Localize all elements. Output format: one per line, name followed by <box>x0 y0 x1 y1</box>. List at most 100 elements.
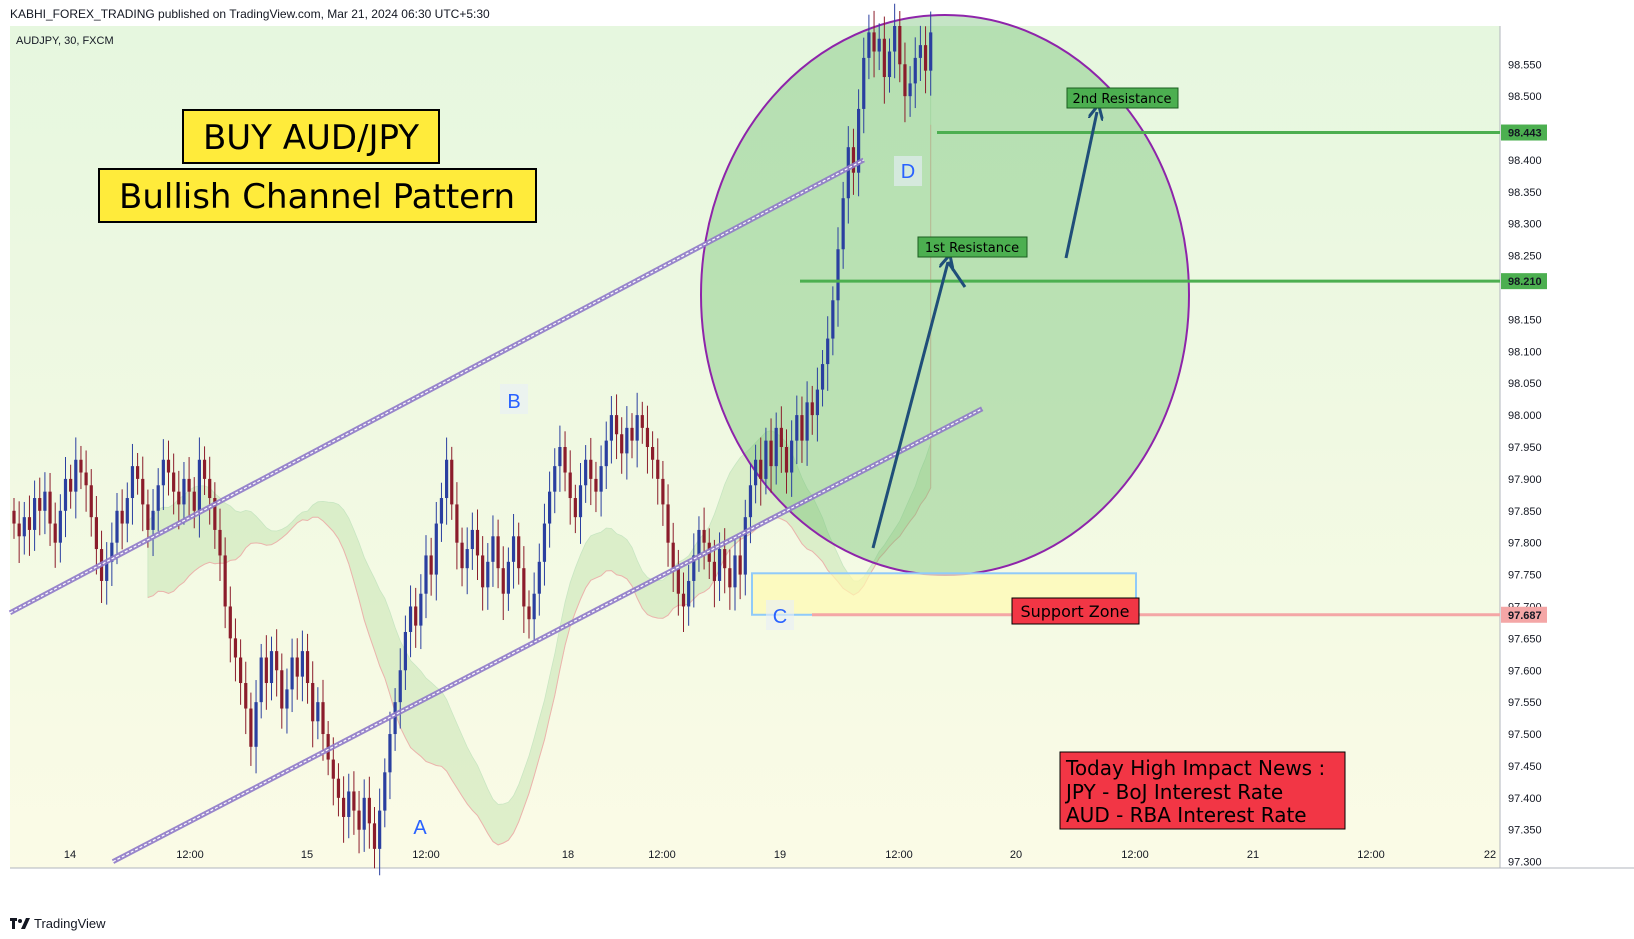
candle-body <box>290 657 294 690</box>
candle-body <box>511 536 516 562</box>
candle-body <box>877 38 881 52</box>
candle-body <box>300 651 304 677</box>
candle <box>156 468 160 532</box>
candle-body <box>702 529 706 543</box>
candle-body <box>779 427 783 447</box>
candle <box>908 66 912 117</box>
price-axis[interactable]: 98.550 98.500 98.400 98.350 98.300 98.250 98.1… <box>1501 59 1547 869</box>
candle-body <box>136 466 140 479</box>
candle <box>388 711 392 800</box>
candle <box>141 456 145 532</box>
candle-body <box>723 549 727 569</box>
candle-body <box>408 606 413 632</box>
candle <box>558 425 562 492</box>
candle <box>584 445 588 503</box>
candle-body <box>666 504 670 543</box>
time-tick-label: 12:00 <box>176 849 204 861</box>
candle-body <box>424 555 428 594</box>
candle <box>398 648 402 729</box>
candle-body <box>455 504 459 543</box>
candle-body <box>244 683 248 709</box>
candle-body <box>805 402 809 441</box>
candle <box>223 537 227 629</box>
candle-body <box>815 389 819 416</box>
candle <box>656 438 660 505</box>
candle <box>882 16 886 104</box>
candle-body <box>491 536 495 562</box>
time-tick-label: 12:00 <box>885 849 913 861</box>
candle <box>383 758 387 828</box>
candle-body <box>573 498 577 518</box>
price-tick-label: 98.550 <box>1508 59 1542 71</box>
candle-body <box>43 491 47 511</box>
candle-body <box>316 702 320 722</box>
candle-body <box>810 402 814 416</box>
candle-body <box>69 478 73 492</box>
candle <box>754 444 758 504</box>
candle <box>862 37 866 134</box>
candle-body <box>22 517 26 537</box>
resistance2-label: 2nd Resistance <box>1073 92 1172 107</box>
point-b-bg <box>500 384 528 414</box>
price-tick-label: 97.350 <box>1508 825 1542 837</box>
candle <box>439 482 444 542</box>
candle <box>17 501 21 563</box>
candle <box>316 687 320 740</box>
candle-body <box>671 542 675 569</box>
candle <box>769 418 773 493</box>
time-axis[interactable]: 14 12:00 15 12:00 18 12:00 19 12:00 20 12:00 21 12:… <box>64 849 1496 861</box>
candle <box>264 635 268 710</box>
candle-body <box>537 561 541 594</box>
candle <box>532 572 536 645</box>
candle-body <box>656 459 660 479</box>
candle <box>120 489 124 550</box>
candle-body <box>831 300 835 339</box>
point-c-label: C <box>773 606 787 628</box>
candle <box>681 572 686 632</box>
candle <box>620 417 624 474</box>
candle <box>249 692 253 766</box>
candle <box>269 636 274 701</box>
candle-body <box>542 523 547 562</box>
candle-body <box>192 491 196 511</box>
candle <box>918 25 922 82</box>
time-tick-label: 12:00 <box>648 849 676 861</box>
time-tick-label: 19 <box>774 849 786 861</box>
candle <box>105 542 109 605</box>
candle-body <box>748 485 753 518</box>
candle-body <box>614 415 619 435</box>
price-tick-label: 98.250 <box>1508 251 1542 263</box>
candle-body <box>558 447 562 467</box>
candle-body <box>697 529 701 556</box>
news-jpy: JPY - BoJ Interest Rate <box>1064 780 1283 804</box>
candle-body <box>759 459 763 479</box>
candle <box>239 639 243 705</box>
candle-body <box>764 440 768 479</box>
candle <box>94 495 98 575</box>
candle-body <box>321 702 325 735</box>
candle <box>470 512 474 570</box>
candle <box>764 427 768 495</box>
candle-body <box>347 791 351 817</box>
candle <box>929 11 933 96</box>
candle <box>738 534 742 600</box>
candle <box>233 618 238 682</box>
price-tick-label: 98.300 <box>1508 219 1542 231</box>
candle-body <box>342 797 346 817</box>
candle-body <box>94 517 98 550</box>
candle-body <box>841 198 845 250</box>
time-tick-label: 18 <box>562 849 574 861</box>
candle <box>403 615 407 690</box>
candle <box>759 437 763 506</box>
candle <box>352 771 356 835</box>
candle-body <box>264 657 268 684</box>
price-tag-bg <box>1501 606 1547 623</box>
candle-body <box>743 517 747 575</box>
candle-body <box>795 415 799 441</box>
price-tick-label: 97.550 <box>1508 697 1542 709</box>
candle <box>573 484 577 534</box>
resistance1-label: 1st Resistance <box>925 241 1019 256</box>
title-box-1 <box>182 109 440 164</box>
candle <box>357 790 361 854</box>
